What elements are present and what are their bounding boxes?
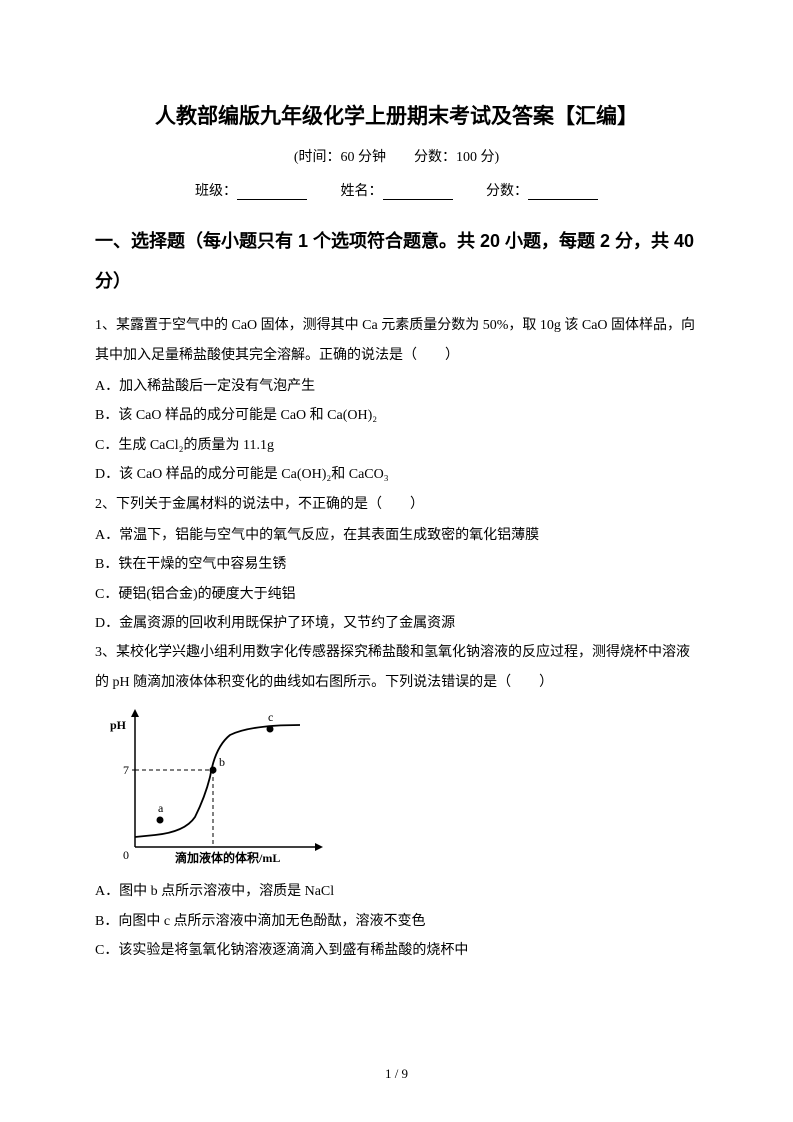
score-label: 分数： <box>486 184 528 199</box>
q2-option-c: C．硬铝(铝合金)的硬度大于纯铝 <box>95 580 698 609</box>
svg-text:0: 0 <box>123 848 129 862</box>
q2-option-b: B．铁在干燥的空气中容易生锈 <box>95 550 698 579</box>
name-blank <box>383 184 453 200</box>
class-blank <box>237 184 307 200</box>
class-label: 班级： <box>195 184 237 199</box>
score-blank <box>528 184 598 200</box>
ph-chart: 7 a b c pH 0 滴加液体的体积/mL <box>105 707 335 867</box>
form-row: 班级： 姓名： 分数： <box>95 180 698 200</box>
svg-text:7: 7 <box>123 763 129 777</box>
q1-stem: 1、某露置于空气中的 CaO 固体，测得其中 Ca 元素质量分数为 50%，取 … <box>95 311 698 370</box>
q1-option-c: C．生成 CaCl₂的质量为 11.1g <box>95 431 698 460</box>
page-title: 人教部编版九年级化学上册期末考试及答案【汇编】 <box>95 100 698 130</box>
q1-option-d: D．该 CaO 样品的成分可能是 Ca(OH)₂和 CaCO₃ <box>95 460 698 489</box>
q3-option-c: C．该实验是将氢氧化钠溶液逐滴滴入到盛有稀盐酸的烧杯中 <box>95 936 698 965</box>
svg-text:滴加液体的体积/mL: 滴加液体的体积/mL <box>175 850 280 865</box>
q3-option-b: B．向图中 c 点所示溶液中滴加无色酚酞，溶液不变色 <box>95 907 698 936</box>
page-number: 1 / 9 <box>0 1066 793 1082</box>
section-1-header: 一、选择题（每小题只有 1 个选项符合题意。共 20 小题，每题 2 分，共 4… <box>95 222 698 301</box>
q2-option-a: A．常温下，铝能与空气中的氧气反应，在其表面生成致密的氧化铝薄膜 <box>95 521 698 550</box>
q2-option-d: D．金属资源的回收利用既保护了环境，又节约了金属资源 <box>95 609 698 638</box>
q3-option-a: A．图中 b 点所示溶液中，溶质是 NaCl <box>95 877 698 906</box>
svg-text:pH: pH <box>110 718 127 732</box>
svg-text:b: b <box>219 755 225 769</box>
svg-text:c: c <box>268 710 273 724</box>
q3-stem: 3、某校化学兴趣小组利用数字化传感器探究稀盐酸和氢氧化钠溶液的反应过程，测得烧杯… <box>95 638 698 697</box>
ph-chart-svg: 7 a b c pH 0 滴加液体的体积/mL <box>105 707 335 867</box>
q1-option-b: B．该 CaO 样品的成分可能是 CaO 和 Ca(OH)₂ <box>95 401 698 430</box>
name-label: 姓名： <box>341 184 383 199</box>
subtitle: (时间：60 分钟 分数：100 分) <box>95 146 698 166</box>
q2-stem: 2、下列关于金属材料的说法中，不正确的是（ ） <box>95 490 698 519</box>
svg-text:a: a <box>158 801 164 815</box>
q1-option-a: A．加入稀盐酸后一定没有气泡产生 <box>95 372 698 401</box>
